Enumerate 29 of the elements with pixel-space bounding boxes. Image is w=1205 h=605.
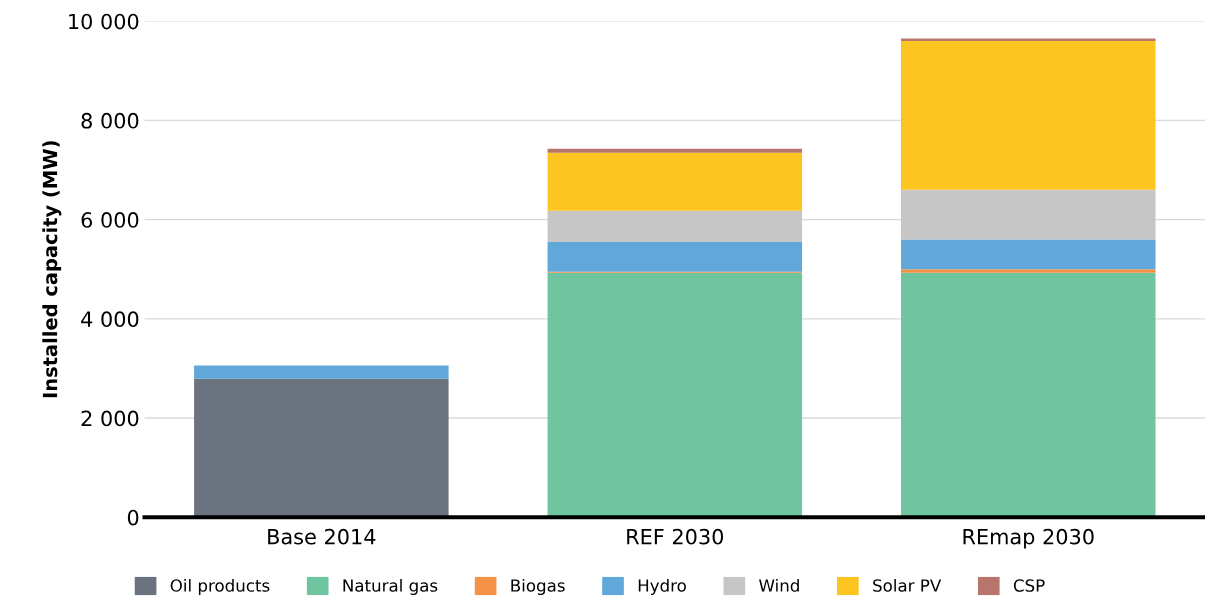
legend-label: Wind bbox=[759, 578, 799, 592]
y-tick-label: 4 000 bbox=[81, 311, 139, 328]
x-tick-label: REF 2030 bbox=[627, 528, 724, 545]
bar bbox=[547, 148, 803, 153]
x-tick-label: Base 2014 bbox=[268, 528, 376, 545]
bar bbox=[901, 269, 1156, 273]
bar bbox=[901, 189, 1156, 240]
bar bbox=[901, 272, 1156, 518]
bar bbox=[547, 152, 803, 211]
bar bbox=[901, 41, 1156, 190]
y-tick-label: 8 000 bbox=[81, 112, 139, 129]
bar bbox=[547, 210, 803, 242]
y-tick-label: 10 000 bbox=[69, 13, 139, 30]
x-tick-label: REmap 2030 bbox=[963, 528, 1094, 549]
bar bbox=[547, 241, 803, 272]
y-tick-label: 6 000 bbox=[81, 212, 139, 228]
y-tick-label: 0 bbox=[127, 509, 139, 526]
bar bbox=[194, 365, 449, 379]
legend-label: Biogas bbox=[511, 578, 565, 596]
y-axis-title: Installed capacity (MW) bbox=[42, 141, 62, 398]
bar bbox=[194, 378, 449, 518]
legend-label: Hydro bbox=[638, 578, 686, 596]
legend-label: Oil products bbox=[170, 578, 270, 596]
legend-label: Natural gas bbox=[343, 578, 438, 596]
bar bbox=[901, 239, 1156, 270]
bar bbox=[547, 272, 803, 518]
legend-label: CSP bbox=[1013, 579, 1045, 592]
y-tick-label: 2 000 bbox=[81, 410, 139, 427]
legend-label: Solar PV bbox=[873, 578, 942, 592]
